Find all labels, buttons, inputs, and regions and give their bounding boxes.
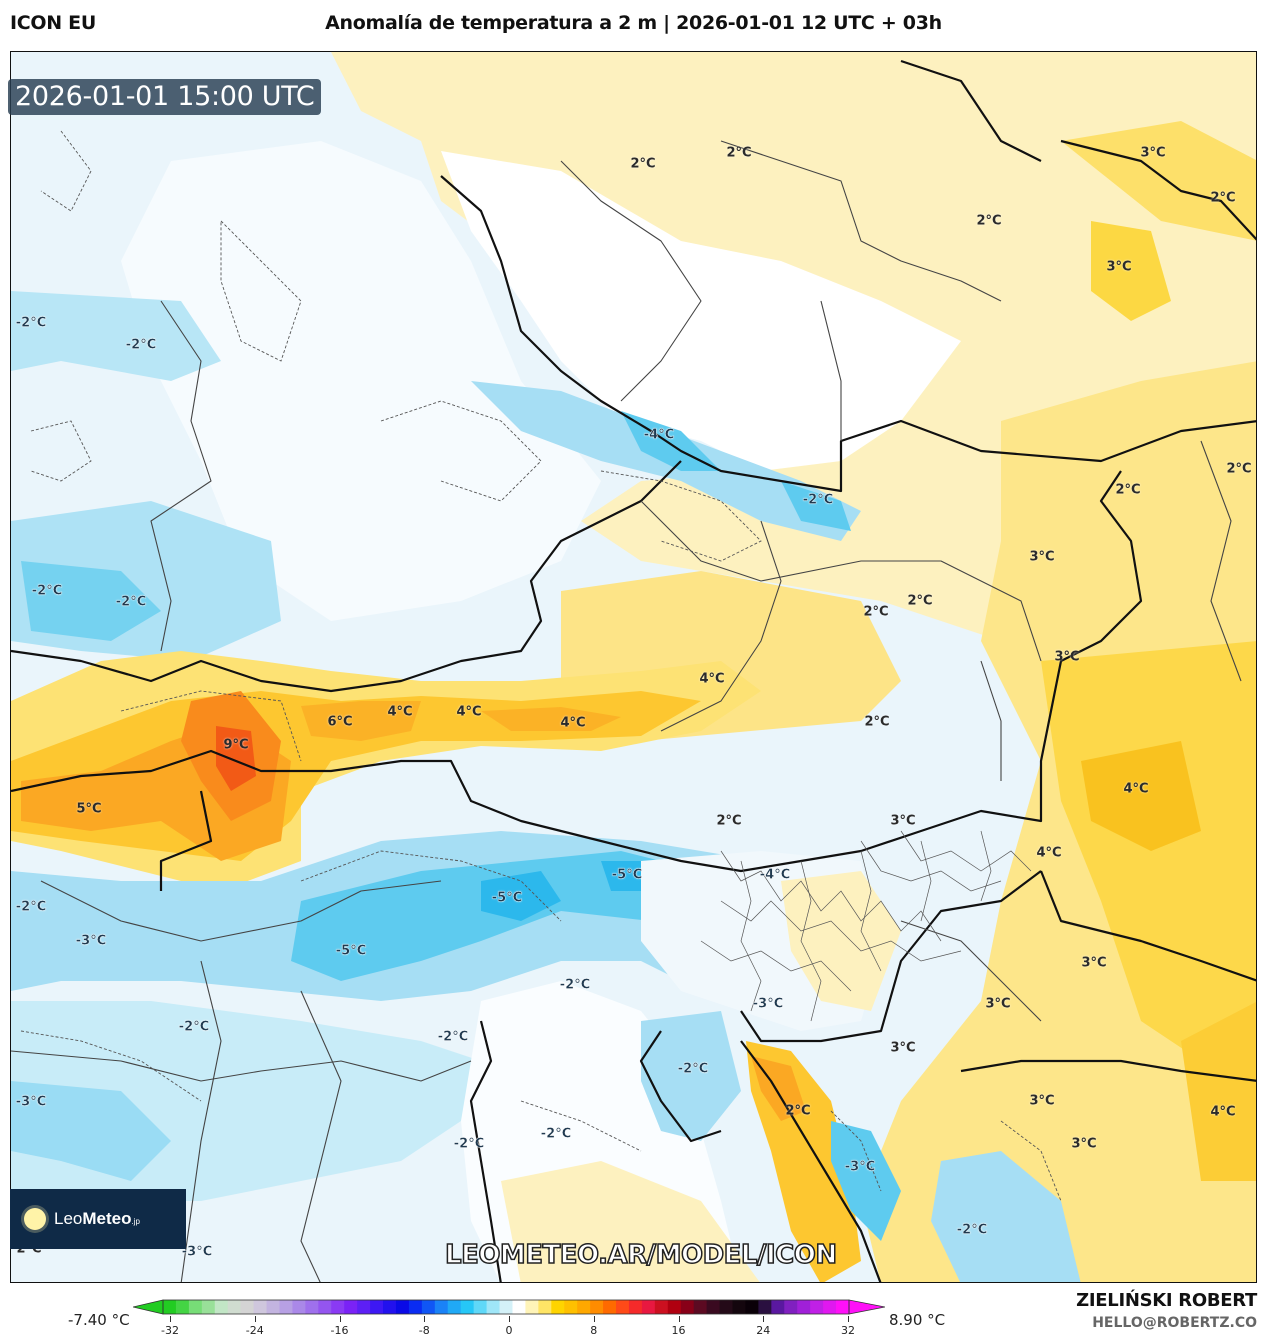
- contour-label: 9°C: [223, 737, 249, 753]
- contour-label: 2°C: [864, 714, 890, 730]
- colorbar-tick-label: -16: [330, 1324, 349, 1337]
- contour-label: -2°C: [677, 1061, 709, 1077]
- contour-label: 3°C: [1081, 955, 1107, 971]
- contour-label: -3°C: [75, 933, 107, 949]
- colorbar-tick-label: 24: [756, 1324, 771, 1337]
- colorbar-tick: [424, 1316, 426, 1322]
- contour-label: -3°C: [844, 1159, 876, 1175]
- sun-icon: [24, 1208, 46, 1230]
- colorbar-tick-label: 0: [505, 1324, 513, 1337]
- colorbar-min-arrow: [133, 1299, 164, 1315]
- contour-label: 2°C: [785, 1103, 811, 1119]
- contour-label: 3°C: [890, 1040, 916, 1056]
- contour-label: 2°C: [716, 813, 742, 829]
- colorbar-tick-label: -8: [418, 1324, 430, 1337]
- colorbar-max-arrow: [848, 1299, 885, 1315]
- contour-label: -2°C: [15, 899, 47, 915]
- source-watermark: LEOMETEO.AR/MODEL/ICON: [444, 1239, 838, 1271]
- contour-label: 2°C: [1115, 482, 1141, 498]
- model-name: ICON EU: [10, 12, 96, 34]
- contour-label: -5°C: [491, 890, 523, 906]
- colorbar-tick-label: -24: [245, 1324, 264, 1337]
- contour-label: 3°C: [1071, 1136, 1097, 1152]
- contour-label: 4°C: [1210, 1104, 1236, 1120]
- contour-label: 6°C: [327, 714, 353, 730]
- contour-label: -2°C: [540, 1126, 572, 1142]
- contour-label: 3°C: [1029, 1093, 1055, 1109]
- colorbar-tick: [848, 1316, 849, 1322]
- colorbar: [133, 1299, 885, 1315]
- contour-label: 2°C: [1210, 190, 1236, 206]
- contour-label: -2°C: [956, 1222, 988, 1238]
- map-panel: 2°C 2°C 3°C 2°C 2°C 3°C -2°C -2°C -4°C -2°C 2°C 2°C…: [10, 51, 1257, 1283]
- chart-title: Anomalía de temperatura a 2 m | 2026-01-…: [325, 12, 942, 34]
- contour-label: -2°C: [178, 1019, 210, 1035]
- colorbar-tick: [339, 1316, 341, 1322]
- contour-label: -2°C: [559, 977, 591, 993]
- contour-labels: 2°C 2°C 3°C 2°C 2°C 3°C -2°C -2°C -4°C -2°C 2°C 2°C…: [11, 52, 1256, 1282]
- contour-label: 3°C: [1140, 145, 1166, 161]
- contour-label: -2°C: [453, 1136, 485, 1152]
- contour-label: 3°C: [1106, 259, 1132, 275]
- contour-label: -2°C: [437, 1029, 469, 1045]
- colorbar-tick: [678, 1316, 680, 1322]
- contour-label: -2°C: [15, 315, 47, 331]
- contour-label: -5°C: [335, 943, 367, 959]
- contour-label: 4°C: [456, 704, 482, 720]
- contour-label: 3°C: [1029, 549, 1055, 565]
- colorbar-tick: [509, 1316, 510, 1322]
- colorbar-tick: [763, 1316, 765, 1322]
- colorbar-min-label: -7.40 °C: [68, 1311, 130, 1329]
- contour-label: 2°C: [907, 593, 933, 609]
- leometeo-logo[interactable]: LeoMeteo.jp: [10, 1189, 186, 1249]
- contour-label: 5°C: [76, 801, 102, 817]
- contour-label: -4°C: [643, 427, 675, 443]
- colorbar-tick-label: 8: [590, 1324, 598, 1337]
- colorbar-max-label: 8.90 °C: [889, 1311, 946, 1329]
- colorbar-tick-label: -32: [161, 1324, 179, 1337]
- contour-label: 2°C: [863, 604, 889, 620]
- contour-label: 2°C: [976, 213, 1002, 229]
- colorbar-tick: [593, 1316, 595, 1322]
- contour-label: -2°C: [125, 337, 157, 353]
- contour-label: -3°C: [181, 1244, 213, 1260]
- temperature-anomaly-field: [11, 52, 1256, 1282]
- colorbar-ticks: -32 -24 -16 -8 0 8 16 24 32: [0, 1316, 1267, 1339]
- contour-label: -2°C: [31, 583, 63, 599]
- colorbar-tick: [254, 1316, 256, 1322]
- contour-label: -5°C: [611, 867, 643, 883]
- contour-label: 3°C: [890, 813, 916, 829]
- contour-label: 2°C: [726, 145, 752, 161]
- contour-label: -3°C: [752, 996, 784, 1012]
- contour-label: 4°C: [387, 704, 413, 720]
- logo-text: LeoMeteo.jp: [54, 1209, 140, 1228]
- colorbar-tick-label: 16: [671, 1324, 686, 1337]
- contour-label: 3°C: [985, 996, 1011, 1012]
- contour-label: -4°C: [759, 867, 791, 883]
- contour-label: 2°C: [630, 156, 656, 172]
- colorbar-tick: [170, 1316, 171, 1322]
- author-email[interactable]: HELLO@ROBERTZ.CO: [1092, 1315, 1257, 1331]
- contour-label: -3°C: [15, 1094, 47, 1110]
- contour-label: -2°C: [115, 594, 147, 610]
- contour-label: 2°C: [1226, 461, 1252, 477]
- valid-time-badge: 2026-01-01 15:00 UTC: [8, 79, 322, 115]
- contour-label: -2°C: [802, 492, 834, 508]
- contour-label: 4°C: [560, 715, 586, 731]
- contour-label: 4°C: [699, 671, 725, 687]
- contour-label: 4°C: [1123, 781, 1149, 797]
- colorbar-tick-label: 32: [841, 1324, 855, 1337]
- contour-label: 3°C: [1054, 649, 1080, 665]
- contour-label: 4°C: [1036, 845, 1062, 861]
- author-name: ZIELIŃSKI ROBERT: [1076, 1290, 1257, 1311]
